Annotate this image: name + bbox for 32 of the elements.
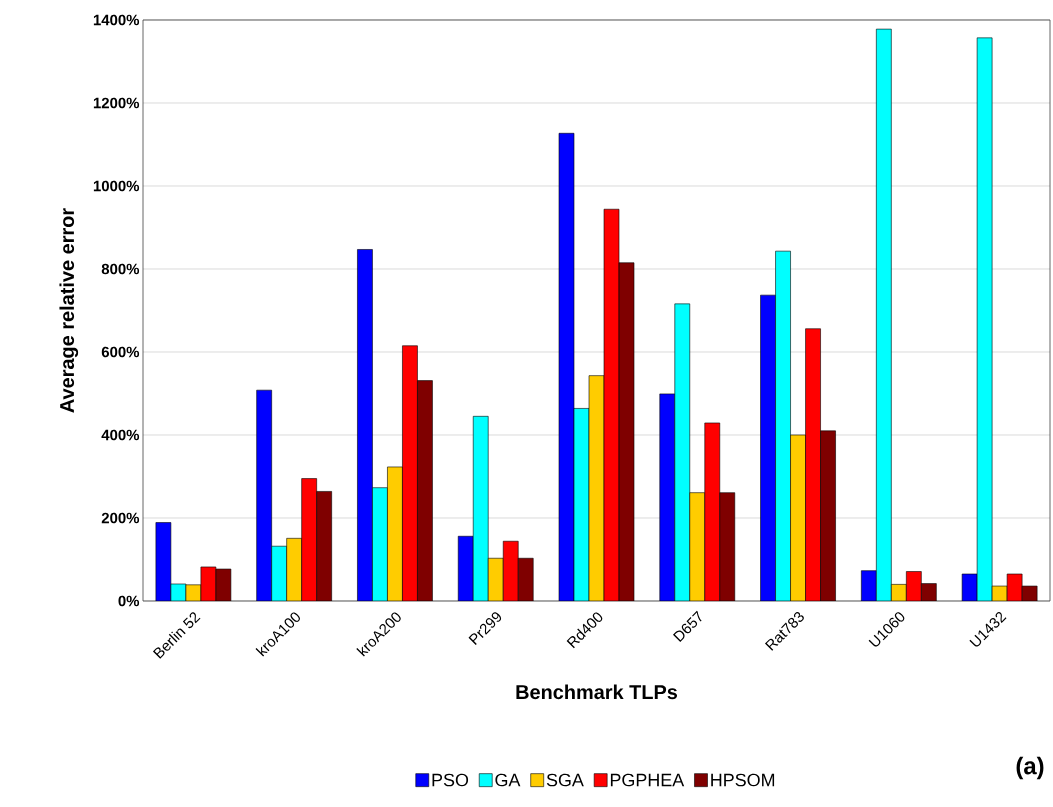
y-tick-label: 1400% [93, 14, 140, 26]
bar [760, 294, 776, 601]
bar [372, 487, 388, 601]
text: (a) [1016, 756, 1044, 780]
y-tick-label: 1200% [93, 97, 140, 109]
y-tick-label: 400% [101, 429, 140, 441]
x-axis-title: Benchmark TLPs [516, 684, 678, 700]
y-tick-label: 800% [101, 263, 140, 275]
y-tick-label: 600% [101, 346, 140, 358]
bar [876, 28, 892, 601]
y-tick-label: 200% [101, 512, 140, 524]
bar [301, 478, 317, 601]
bar [704, 422, 721, 601]
y-tick-label: 1000% [93, 180, 140, 192]
legend-label: PGPHEA [610, 773, 685, 787]
bar [457, 535, 474, 601]
bar [659, 393, 676, 601]
legend-label: GA [495, 773, 521, 787]
bar [402, 345, 418, 601]
bar [357, 249, 373, 601]
legend-label: HPSOM [711, 773, 775, 787]
bar [271, 545, 287, 601]
legend-label: SGA [546, 773, 584, 787]
bar [256, 389, 272, 601]
bar [502, 540, 519, 601]
bar [775, 250, 791, 601]
y-tick-label: 0% [118, 595, 140, 607]
y-axis-title: Average relative error [59, 208, 79, 413]
bar [674, 303, 691, 601]
bar [805, 328, 821, 601]
bar [472, 416, 489, 601]
legend-label: PSO [432, 773, 469, 787]
